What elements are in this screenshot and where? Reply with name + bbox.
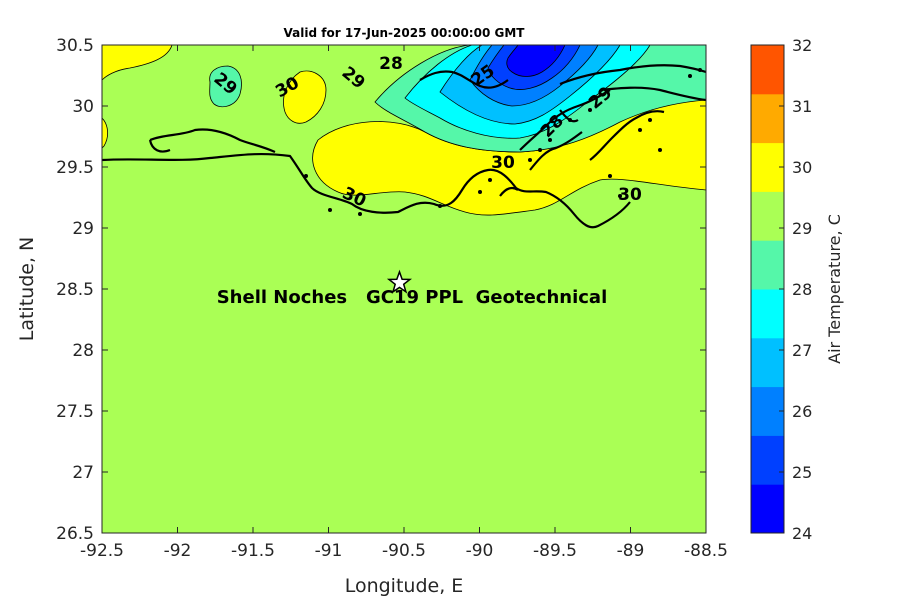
y-tick-label: 26.5 <box>56 524 94 544</box>
colorbar-band <box>751 45 784 95</box>
colorbar-band <box>751 337 784 388</box>
site-annotation: Shell Noches GC19 PPL Geotechnical <box>217 287 608 308</box>
colorbar-band <box>751 191 784 241</box>
x-tick-label: -90 <box>466 541 494 561</box>
coastline <box>102 64 706 229</box>
field-30-31-west-edge <box>102 117 108 149</box>
colorbar-tick-label: 24 <box>792 524 812 543</box>
colorbar-band <box>751 386 784 436</box>
colorbar-ticks: 32 31 30 29 28 27 26 25 24 <box>779 36 812 543</box>
colorbar-band <box>751 240 784 290</box>
y-tick-label: 27.5 <box>56 402 94 422</box>
coastal-islands <box>304 68 702 216</box>
colorbar-tick-label: 25 <box>792 463 812 482</box>
x-tick-label: -89.5 <box>533 541 577 561</box>
x-tick-label: -92 <box>164 541 192 561</box>
colorbar-tick-label: 27 <box>792 341 812 360</box>
colorbar-band <box>751 93 784 144</box>
colorbar-tick-label: 31 <box>792 97 812 116</box>
colorbar-band <box>751 142 784 192</box>
x-tick-label: -90.5 <box>382 541 426 561</box>
x-tick-label: -88.5 <box>684 541 728 561</box>
field-below-24 <box>506 45 566 77</box>
colorbar-tick-label: 30 <box>792 158 812 177</box>
y-axis-label: Latitude, N <box>16 237 38 342</box>
y-tick-label: 29.5 <box>56 158 94 178</box>
plot-title: Valid for 17-Jun-2025 00:00:00 GMT <box>284 26 526 40</box>
contour-label: 30 <box>618 185 642 205</box>
field-30-31-northwest <box>102 45 173 81</box>
x-tick-label: -92.5 <box>80 541 124 561</box>
colorbar-tick-label: 28 <box>792 280 812 299</box>
field-28-29-northwest <box>209 65 242 108</box>
colorbar-tick-label: 32 <box>792 36 812 55</box>
y-axis-ticks: 30.5 30 29.5 29 28.5 28 27.5 27 26.5 <box>56 36 706 544</box>
colorbar-label: Air Temperature, C <box>825 214 844 364</box>
y-tick-label: 30.5 <box>56 36 94 56</box>
colorbar-tick-label: 29 <box>792 219 812 238</box>
colorbar-band <box>751 289 784 339</box>
x-axis-ticks: -92.5 -92 -91.5 -91 -90.5 -90 -89.5 -89 -88.5 <box>80 45 728 561</box>
y-tick-label: 27 <box>72 463 94 483</box>
x-tick-label: -91 <box>315 541 343 561</box>
colorbar-band <box>751 484 784 534</box>
x-axis-label: Longitude, E <box>345 575 464 597</box>
temperature-field: 29 30 29 28 30 30 30 29 28 25 Shell Noch… <box>102 45 706 533</box>
colorbar-band <box>751 435 784 485</box>
colorbar-tick-label: 26 <box>792 402 812 421</box>
contour-label: 28 <box>379 54 403 74</box>
x-tick-label: -91.5 <box>231 541 275 561</box>
colorbar <box>751 45 784 534</box>
contour-label: 30 <box>491 153 515 173</box>
y-tick-label: 28 <box>72 341 94 361</box>
y-tick-label: 30 <box>72 97 94 117</box>
y-tick-label: 29 <box>72 219 94 239</box>
x-tick-label: -89 <box>617 541 645 561</box>
y-tick-label: 28.5 <box>56 280 94 300</box>
field-30-31-inland <box>283 70 327 124</box>
star-icon <box>386 269 413 294</box>
